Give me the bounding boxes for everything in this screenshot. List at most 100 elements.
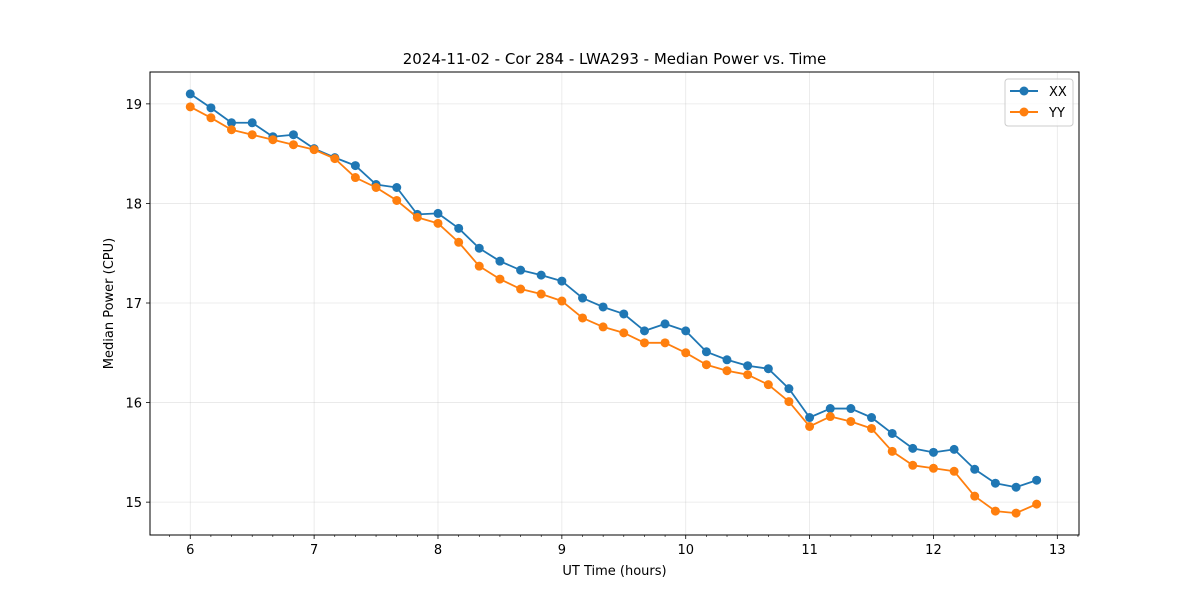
data-point-xx [474,243,484,253]
data-point-yy [846,416,856,426]
data-point-yy [268,135,278,145]
x-tick-label: 7 [310,543,318,558]
data-point-xx [660,319,670,329]
data-point-xx [784,384,794,394]
y-axis-label: Median Power (CPU) [102,238,117,369]
data-point-yy [763,380,773,390]
data-point-xx [887,428,897,438]
legend: XX YY [1004,78,1074,127]
x-axis-label: UT Time (hours) [562,564,666,579]
data-point-xx [763,364,773,374]
data-point-xx [598,302,608,312]
data-point-yy [495,274,505,284]
data-point-xx [805,413,815,423]
data-point-xx [825,404,835,414]
data-point-xx [619,309,629,319]
data-point-xx [722,355,732,365]
data-point-xx [908,443,918,453]
data-point-xx [516,265,526,275]
data-point-yy [805,421,815,431]
series-layer [185,89,1042,518]
data-point-yy [557,296,567,306]
data-point-xx [1011,482,1021,492]
data-point-yy [598,322,608,332]
data-point-xx [990,478,1000,488]
data-point-yy [887,446,897,456]
y-tick-label: 19 [125,98,142,113]
data-point-yy [433,218,443,228]
data-point-yy [309,145,319,155]
data-point-yy [722,366,732,376]
data-point-xx [288,130,298,140]
data-point-yy [1032,499,1042,509]
data-point-xx [247,118,257,128]
plot-area-frame [149,71,1080,536]
data-point-xx [928,447,938,457]
data-point-yy [619,328,629,338]
data-point-yy [454,237,464,247]
data-point-yy [227,125,236,135]
data-point-yy [578,313,588,323]
data-point-xx [970,464,980,474]
chart-title: 2024-11-02 - Cor 284 - LWA293 - Median P… [403,50,827,68]
data-point-xx [350,161,360,171]
legend-marker-yy [1019,107,1029,117]
data-point-xx [867,413,877,423]
data-point-yy [949,466,959,476]
data-point-yy [247,130,257,140]
legend-label-yy: YY [1048,106,1065,121]
data-point-yy [908,460,918,470]
grid [150,72,1079,535]
data-point-xx [454,223,464,233]
data-point-yy [660,338,670,348]
data-point-yy [970,491,980,501]
data-point-yy [681,348,691,358]
data-point-xx [227,118,236,128]
data-point-xx [639,326,649,336]
y-tick-label: 15 [125,496,142,511]
data-point-yy [743,370,753,380]
data-point-xx [495,256,505,266]
data-point-xx [557,276,567,286]
data-point-yy [825,412,835,422]
data-point-xx [949,444,959,454]
data-point-xx [846,404,856,414]
data-point-yy [516,284,526,294]
data-point-yy [185,102,195,112]
data-point-xx [701,347,711,357]
x-tick-label: 11 [801,543,818,558]
data-point-yy [867,423,877,433]
data-point-yy [701,360,711,370]
data-point-xx [206,103,216,113]
y-tick-label: 18 [125,197,142,212]
data-point-xx [743,361,753,371]
x-tick-label: 12 [925,543,942,558]
data-point-yy [928,463,938,473]
x-axis: 6 7 8 9 10 11 12 13 [169,535,1079,558]
data-point-yy [288,140,298,150]
data-point-yy [639,338,649,348]
x-tick-label: 10 [677,543,694,558]
x-tick-label: 6 [186,543,194,558]
data-point-yy [990,506,1000,516]
y-tick-label: 16 [125,397,142,412]
data-point-yy [784,397,794,407]
data-point-xx [392,183,402,192]
x-tick-label: 9 [558,543,566,558]
legend-label-xx: XX [1049,85,1067,100]
data-point-xx [578,293,588,303]
data-point-yy [206,113,216,123]
data-point-xx [433,208,443,218]
x-tick-label: 8 [434,543,442,558]
data-point-yy [474,261,484,271]
data-point-yy [412,212,422,222]
legend-marker-xx [1019,86,1029,96]
data-point-yy [350,173,360,183]
data-point-yy [371,183,381,192]
data-point-xx [1032,475,1042,485]
data-point-yy [330,154,340,164]
data-point-xx [185,89,195,99]
data-point-yy [392,195,402,205]
x-tick-label: 13 [1049,543,1066,558]
